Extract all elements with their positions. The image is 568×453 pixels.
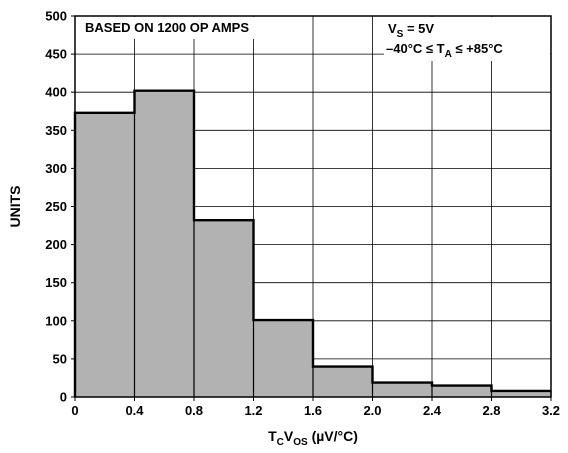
y-tick-labels: 0 50 100 150 200 250 300 350 400 450 500 [45, 9, 67, 405]
x-title-sub-c: C [277, 437, 284, 448]
x-tick-label: 1.2 [244, 403, 262, 418]
y-tick-label: 400 [45, 85, 67, 100]
histogram-bar [134, 90, 194, 398]
y-tick-label: 350 [45, 123, 67, 138]
y-tick-label: 500 [45, 9, 67, 24]
x-tick-label: 2.0 [363, 403, 381, 418]
sample-size-annotation: BASED ON 1200 OP AMPS [85, 20, 249, 35]
histogram-bars [73, 89, 552, 398]
histogram-bar [253, 320, 313, 397]
x-tick-label: 2.4 [423, 403, 442, 418]
y-tick-label: 450 [45, 47, 67, 62]
x-tick-label: 3.2 [542, 403, 560, 418]
x-title-units: (µV/°C) [308, 428, 358, 444]
temperature-range-annotation: –40°C ≤ TA ≤ +85°C [386, 41, 503, 60]
histogram-bar [313, 366, 373, 397]
x-tick-labels: 0 0.4 0.8 1.2 1.6 2.0 2.4 2.8 3.2 [71, 403, 560, 418]
temp-range-prefix: –40°C ≤ T [386, 41, 445, 56]
ta-subscript: A [445, 49, 452, 60]
y-tick-label: 100 [45, 313, 67, 328]
vs-subscript: S [397, 29, 404, 40]
x-axis-title: TCVOS (µV/°C) [268, 428, 358, 448]
vs-value: = 5V [403, 21, 434, 36]
histogram-outline [73, 89, 551, 397]
x-tick-label: 0 [71, 403, 78, 418]
histogram-bar [432, 385, 492, 397]
supply-voltage-annotation: VS = 5V [388, 21, 434, 40]
y-tick-label: 150 [45, 275, 67, 290]
y-axis-title: UNITS [7, 186, 23, 228]
histogram-bar [75, 112, 135, 398]
histogram-bar [372, 382, 432, 397]
right-annotation-background [384, 17, 550, 61]
x-tick-label: 0.4 [125, 403, 144, 418]
histogram-bar [194, 220, 254, 397]
temp-range-suffix: ≤ +85°C [452, 41, 504, 56]
x-title-v: V [284, 428, 294, 444]
y-tick-label: 0 [60, 390, 67, 405]
y-tick-label: 200 [45, 237, 67, 252]
histogram-bar [491, 390, 551, 397]
left-annotation-background [76, 17, 312, 39]
x-tick-label: 1.6 [304, 403, 322, 418]
x-tick-label: 2.8 [482, 403, 500, 418]
y-tick-label: 300 [45, 161, 67, 176]
x-title-t: T [268, 428, 277, 444]
x-tick-label: 0.8 [185, 403, 203, 418]
x-title-sub-os: OS [293, 437, 308, 448]
y-tick-label: 250 [45, 199, 67, 214]
axis-ticks [71, 15, 552, 401]
vs-symbol: V [388, 21, 397, 36]
y-tick-label: 50 [53, 351, 67, 366]
